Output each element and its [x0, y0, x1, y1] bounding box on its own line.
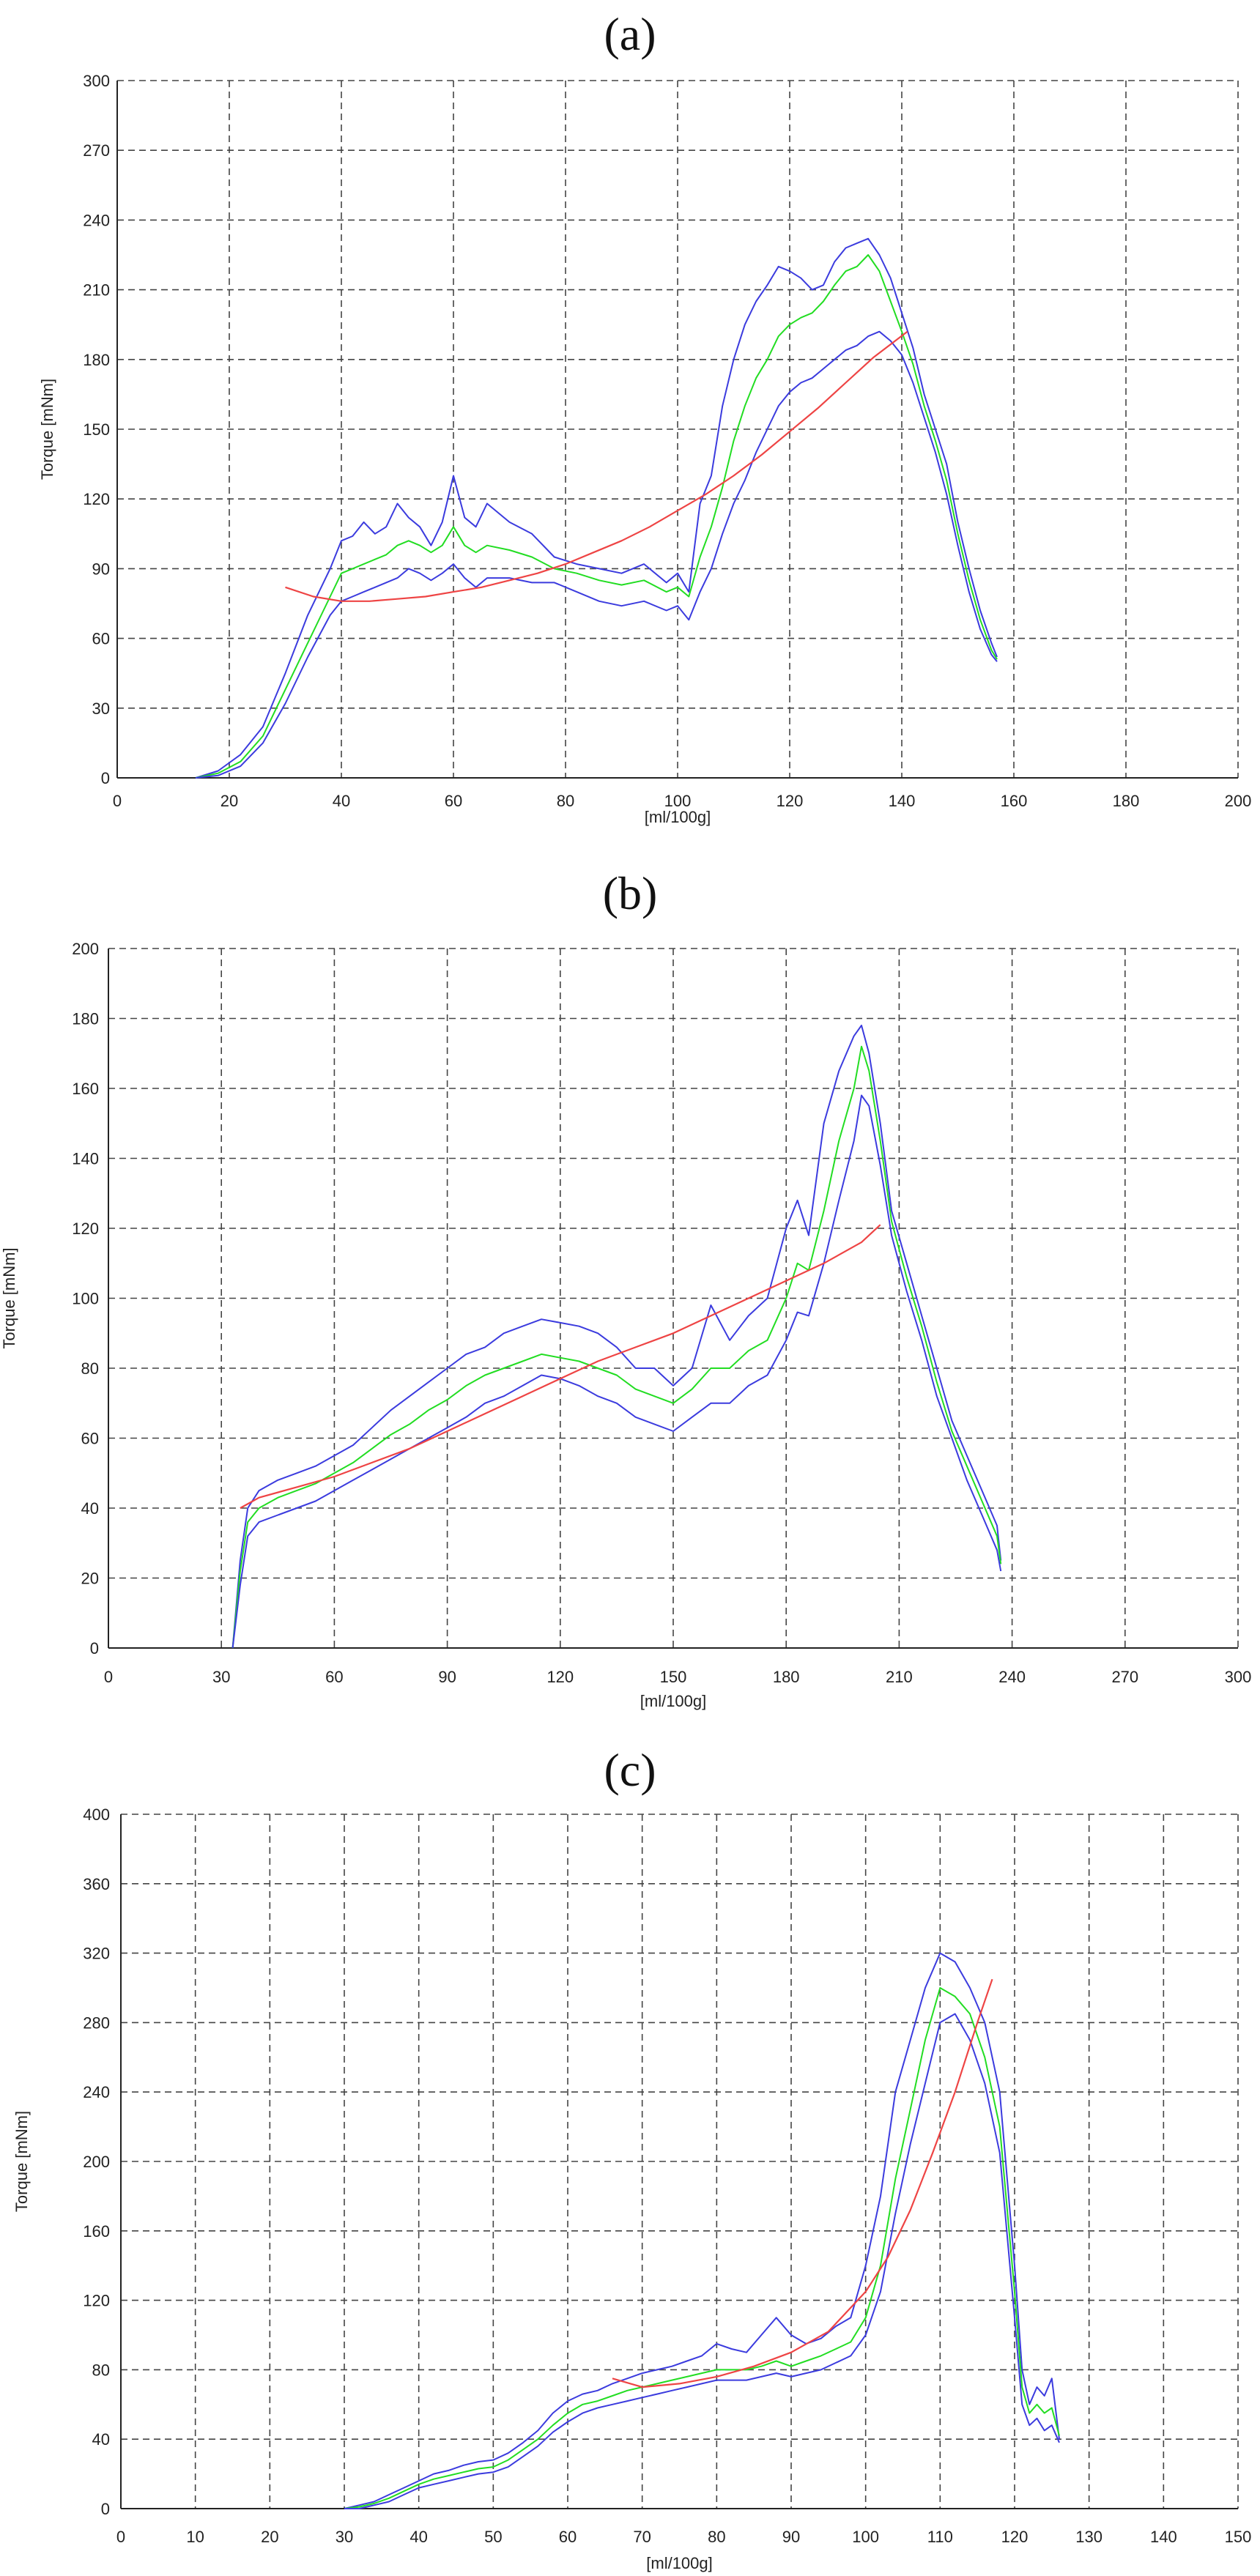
x-tick-label: 150 — [1225, 2528, 1252, 2546]
x-axis-label: [ml/100g] — [646, 2554, 713, 2572]
y-tick-label: 280 — [83, 2013, 110, 2032]
x-tick-label: 80 — [708, 2528, 725, 2546]
x-tick-label: 140 — [1150, 2528, 1177, 2546]
y-axis-label: Torque [mNm] — [12, 2111, 31, 2212]
x-tick-label: 120 — [777, 792, 804, 810]
series-fit-line — [612, 1978, 993, 2388]
y-tick-label: 150 — [83, 420, 110, 439]
x-tick-label: 80 — [557, 792, 574, 810]
y-tick-label: 200 — [72, 940, 99, 958]
series-upper-line — [195, 237, 998, 779]
x-tick-label: 50 — [484, 2528, 502, 2546]
series-fit-line — [240, 1224, 881, 1509]
series-lower-line — [231, 1094, 1002, 1649]
y-tick-label: 80 — [92, 2361, 110, 2379]
y-tick-label: 400 — [83, 1805, 110, 1824]
x-tick-label: 130 — [1075, 2528, 1102, 2546]
y-tick-label: 160 — [83, 2222, 110, 2241]
x-tick-label: 180 — [773, 1668, 800, 1686]
chart-b: 0 30 60 90 120 150 180 210 240 270 300 0 20 40 60 80 100… — [0, 940, 1252, 1710]
panel-b-title: (b) — [602, 867, 658, 919]
y-tick-label: 40 — [92, 2430, 110, 2449]
x-tick-label: 0 — [113, 792, 122, 810]
y-tick-label: 240 — [83, 2083, 110, 2101]
x-tick-label: 100 — [852, 2528, 879, 2546]
y-tick-label: 360 — [83, 1875, 110, 1893]
x-tick-label: 180 — [1113, 792, 1140, 810]
x-tick-label: 0 — [116, 2528, 125, 2546]
x-axis-label: [ml/100g] — [645, 808, 711, 826]
y-tick-label: 140 — [72, 1150, 99, 1168]
y-tick-label: 100 — [72, 1290, 99, 1308]
x-tick-label: 120 — [1001, 2528, 1029, 2546]
x-tick-label: 300 — [1225, 1668, 1252, 1686]
y-tick-label: 120 — [83, 2292, 110, 2310]
y-tick-label: 320 — [83, 1945, 110, 1963]
x-tick-label: 160 — [1001, 792, 1028, 810]
x-tick-label: 100 — [664, 792, 692, 810]
series-lower-line — [344, 2013, 1060, 2509]
x-tick-label: 0 — [104, 1668, 113, 1686]
y-tick-label: 60 — [92, 630, 110, 648]
x-tick-label: 200 — [1225, 792, 1252, 810]
y-tick-label: 180 — [83, 351, 110, 369]
series-fit-line — [285, 330, 908, 602]
x-tick-label: 20 — [261, 2528, 278, 2546]
x-tick-label: 30 — [212, 1668, 230, 1686]
x-tick-label: 140 — [889, 792, 916, 810]
x-tick-label: 10 — [186, 2528, 204, 2546]
x-tick-label: 150 — [660, 1668, 687, 1686]
y-tick-label: 210 — [83, 281, 110, 300]
y-tick-label: 0 — [90, 1639, 99, 1658]
y-tick-label: 0 — [101, 2500, 110, 2518]
x-tick-label: 20 — [220, 792, 238, 810]
y-tick-label: 60 — [81, 1430, 99, 1448]
chart-a: 0 20 40 60 80 100 120 140 160 180 200 0 30 60 90 120 150… — [38, 72, 1252, 826]
y-tick-label: 0 — [101, 769, 110, 787]
y-tick-label: 20 — [81, 1570, 99, 1588]
series-mean-line — [344, 1987, 1060, 2509]
chart-c: 0 10 20 30 40 50 60 70 80 90 100 110 120 130 140 150 0 40… — [12, 1805, 1252, 2572]
x-tick-label: 240 — [998, 1668, 1026, 1686]
x-tick-label: 60 — [445, 792, 462, 810]
x-tick-label: 30 — [336, 2528, 353, 2546]
y-axis-label: Torque [mNm] — [0, 1247, 18, 1348]
y-tick-label: 30 — [92, 699, 110, 718]
series-mean-line — [231, 1045, 1002, 1649]
panel-a-title: (a) — [604, 8, 656, 60]
x-tick-label: 60 — [325, 1668, 343, 1686]
x-axis-label: [ml/100g] — [640, 1692, 707, 1710]
y-tick-label: 180 — [72, 1010, 99, 1028]
x-tick-label: 110 — [927, 2528, 953, 2546]
x-tick-label: 70 — [633, 2528, 651, 2546]
y-tick-label: 90 — [92, 560, 110, 578]
y-tick-label: 270 — [83, 141, 110, 160]
y-tick-label: 40 — [81, 1499, 99, 1518]
y-tick-label: 240 — [83, 211, 110, 229]
panel-c-title: (c) — [604, 1744, 656, 1796]
y-tick-label: 300 — [83, 72, 110, 90]
y-tick-label: 160 — [72, 1080, 99, 1098]
x-tick-label: 40 — [410, 2528, 427, 2546]
series-upper-line — [344, 1952, 1060, 2509]
x-tick-label: 120 — [546, 1668, 574, 1686]
x-tick-label: 90 — [782, 2528, 800, 2546]
x-tick-label: 90 — [438, 1668, 456, 1686]
x-tick-label: 270 — [1111, 1668, 1138, 1686]
y-tick-label: 120 — [83, 490, 110, 508]
x-tick-label: 60 — [559, 2528, 577, 2546]
y-tick-label: 80 — [81, 1359, 99, 1378]
series-lower-line — [195, 330, 998, 779]
x-tick-label: 40 — [333, 792, 350, 810]
y-tick-label: 200 — [83, 2153, 110, 2171]
y-axis-label: Torque [mNm] — [38, 379, 56, 480]
y-tick-label: 120 — [72, 1220, 99, 1238]
x-tick-label: 210 — [886, 1668, 913, 1686]
series-upper-line — [231, 1025, 1002, 1649]
series-mean-line — [195, 254, 998, 779]
